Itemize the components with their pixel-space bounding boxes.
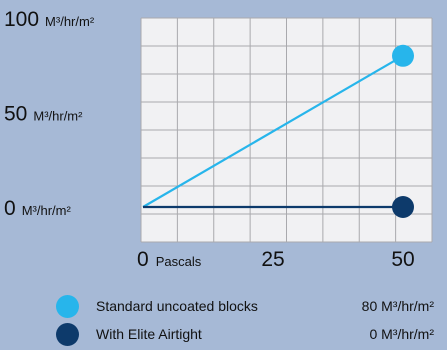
- legend-label-elite: With Elite Airtight: [96, 326, 202, 342]
- legend-item-elite: With Elite Airtight 0 M³/hr/m²: [56, 322, 434, 350]
- legend-value-elite: 0 M³/hr/m²: [369, 326, 434, 342]
- legend-value-standard: 80 M³/hr/m²: [361, 298, 434, 314]
- y-tick-label: 0 M³/hr/m²: [4, 197, 71, 220]
- x-tick-label: 50: [391, 248, 414, 271]
- legend-item-standard: Standard uncoated blocks 80 M³/hr/m²: [56, 294, 434, 322]
- data-point-standard: [392, 44, 414, 67]
- legend: Standard uncoated blocks 80 M³/hr/m² Wit…: [56, 294, 434, 350]
- x-tick-label: 25: [261, 248, 284, 271]
- y-tick-label: 50 M³/hr/m²: [4, 103, 83, 126]
- legend-label-standard: Standard uncoated blocks: [96, 298, 258, 314]
- series-line-standard: [142, 54, 404, 208]
- x-axis-ticks: 0 Pascals 25 50: [137, 248, 415, 271]
- x-tick-label: 0 Pascals: [137, 248, 202, 271]
- series-points: [392, 44, 414, 218]
- y-axis-ticks: 0 M³/hr/m² 50 M³/hr/m² 100 M³/hr/m²: [4, 8, 95, 220]
- legend-marker-elite: [56, 323, 79, 346]
- y-tick-label: 100 M³/hr/m²: [4, 8, 95, 31]
- data-point-elite: [392, 196, 414, 218]
- legend-marker-standard: [56, 295, 79, 318]
- series-lines: [142, 54, 404, 209]
- chart: 0 M³/hr/m² 50 M³/hr/m² 100 M³/hr/m² 0 Pascals 2…: [4, 8, 433, 271]
